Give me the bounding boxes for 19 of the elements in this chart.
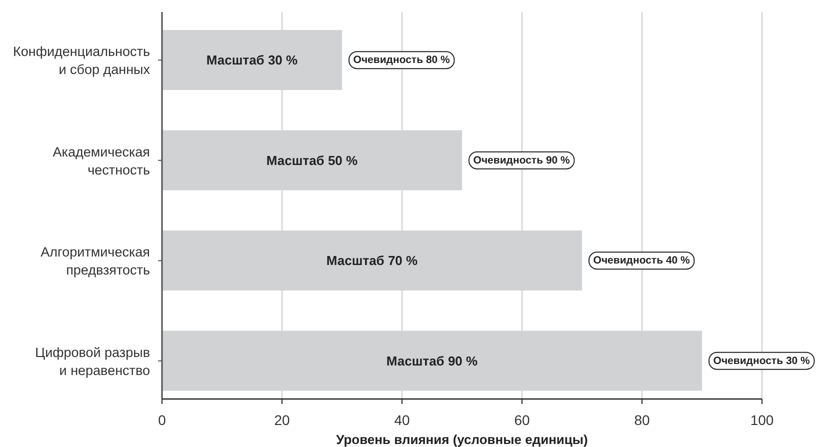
annotation: Очевидность 30 % bbox=[713, 354, 811, 367]
data-label: Масштаб 30 % bbox=[206, 52, 298, 68]
y-tick-label: Алгоритмическая предвзятость bbox=[40, 244, 150, 278]
x-tick-label: 100 bbox=[750, 412, 774, 428]
x-axis-title: Уровень влияния (условные единицы) bbox=[336, 432, 588, 447]
x-tick-label: 80 bbox=[634, 412, 650, 428]
x-tick-label: 40 bbox=[394, 412, 410, 428]
data-label: Масштаб 50 % bbox=[266, 152, 358, 168]
annotation: Очевидность 90 % bbox=[473, 154, 571, 166]
data-label: Масштаб 70 % bbox=[326, 253, 418, 268]
y-tick-label: Цифровой разрыв и неравенство bbox=[35, 344, 150, 378]
annotation: Очевидность 40 % bbox=[593, 254, 691, 267]
data-label: Масштаб 90 % bbox=[386, 353, 478, 368]
y-tick-label: Конфиденциальность и сбор данных bbox=[13, 44, 150, 77]
x-tick-label: 20 bbox=[274, 412, 290, 428]
x-tick-label: 60 bbox=[514, 412, 530, 428]
annotation: Очевидность 80 % bbox=[353, 54, 451, 66]
y-tick-label: Академическая честность bbox=[52, 144, 150, 177]
x-tick-label: 0 bbox=[158, 412, 166, 428]
